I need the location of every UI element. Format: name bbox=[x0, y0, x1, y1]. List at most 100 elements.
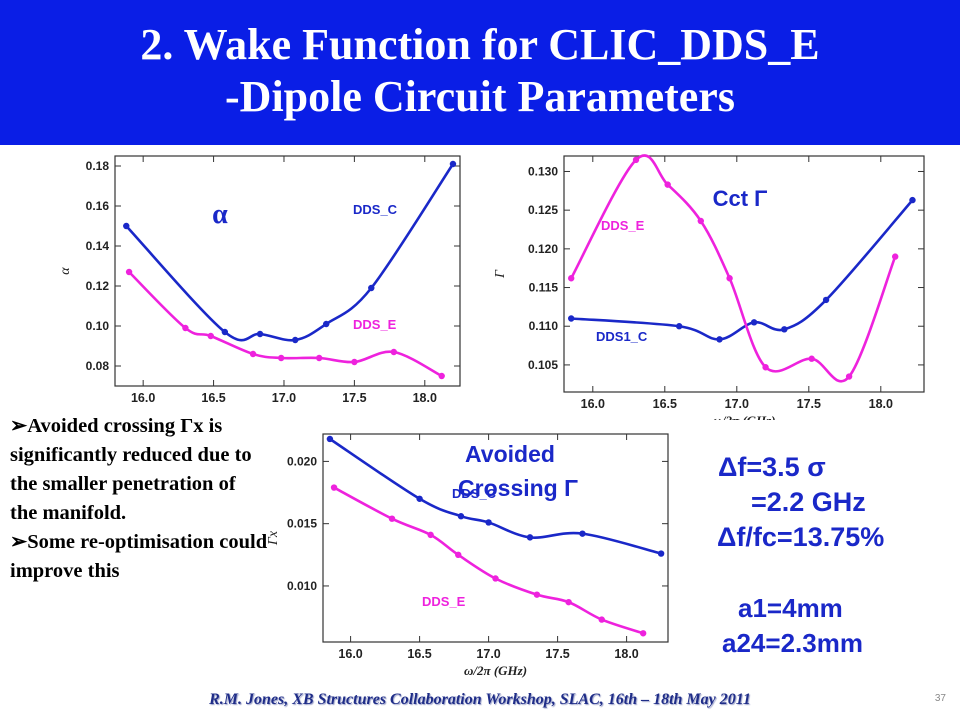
axis-ticks: 16.0 16.5 17.0 17.5 18.0 0.105 0.110 0.115 0.120… bbox=[528, 156, 924, 411]
data-point bbox=[125, 268, 133, 276]
bullet-item: ➢Avoided crossing Γx is significantly re… bbox=[10, 412, 268, 528]
x-tick-label: 17.5 bbox=[797, 397, 821, 411]
a1-label: a1=4mm bbox=[738, 593, 843, 623]
plot-frame bbox=[322, 433, 669, 643]
data-point bbox=[123, 222, 130, 230]
y-axis-label: Γ bbox=[493, 269, 508, 279]
data-point bbox=[676, 323, 683, 330]
plot-frame bbox=[563, 155, 925, 393]
y-tick-label: 0.015 bbox=[287, 517, 317, 531]
data-point bbox=[427, 531, 434, 539]
data-point bbox=[579, 530, 586, 537]
data-point bbox=[207, 332, 214, 340]
x-tick-label: 18.0 bbox=[869, 397, 893, 411]
data-point bbox=[455, 551, 462, 559]
x-tick-label: 16.0 bbox=[338, 647, 362, 661]
data-point bbox=[368, 284, 375, 292]
y-tick-label: 0.020 bbox=[287, 454, 317, 468]
data-point bbox=[657, 550, 665, 557]
series-label: DDS_C bbox=[452, 486, 497, 501]
data-point bbox=[565, 598, 572, 606]
delta-f-over-fc-label: Δf/fc=13.75% bbox=[717, 522, 885, 552]
avoided-crossing-plot: 16.0 16.5 17.0 17.5 18.0 0.010 0.015 0.020 ω/2π … bbox=[265, 428, 675, 690]
x-tick-label: 17.0 bbox=[476, 647, 500, 661]
data-point bbox=[808, 355, 815, 362]
bullet-text: Avoided crossing Γx is significantly red… bbox=[10, 415, 252, 524]
series-label: DDS_E bbox=[353, 317, 397, 332]
x-tick-label: 16.5 bbox=[407, 647, 431, 661]
x-tick-label: 17.0 bbox=[725, 397, 749, 411]
data-point bbox=[781, 326, 788, 333]
y-axis-label: α bbox=[58, 267, 73, 275]
x-tick-label: 16.5 bbox=[653, 397, 677, 411]
avoided-crossing-chart-svg: 16.0 16.5 17.0 17.5 18.0 0.010 0.015 0.020 ω/2π … bbox=[266, 433, 669, 678]
cct-gamma-chart-svg: 16.0 16.5 17.0 17.5 18.0 0.105 0.110 0.115 0.120… bbox=[493, 154, 925, 420]
data-point bbox=[485, 519, 492, 526]
data-point bbox=[277, 354, 285, 362]
axis-ticks: 16.0 16.5 17.0 17.5 18.0 0.010 0.015 0.020 bbox=[287, 434, 668, 661]
plot-frame bbox=[114, 155, 461, 387]
y-tick-label: 0.12 bbox=[86, 279, 110, 293]
footer-citation: R.M. Jones, XB Structures Collaboration … bbox=[209, 691, 751, 708]
series-dds-e: DDS_E bbox=[568, 154, 899, 383]
data-point bbox=[416, 495, 423, 502]
data-point bbox=[526, 534, 534, 541]
y-tick-label: 0.110 bbox=[529, 319, 559, 333]
data-point bbox=[726, 275, 733, 282]
data-point bbox=[568, 315, 575, 322]
arrow-bullet-icon: ➢ bbox=[10, 531, 28, 553]
data-point bbox=[750, 319, 758, 326]
series-dds-c: DDS_C bbox=[123, 160, 457, 344]
x-tick-label: 18.0 bbox=[614, 647, 638, 661]
data-point bbox=[457, 513, 465, 520]
chart-annotation: Cct Γ bbox=[713, 186, 768, 211]
data-point bbox=[762, 364, 769, 371]
data-point bbox=[822, 296, 830, 304]
chart-annotation: α bbox=[212, 199, 228, 230]
slide-subtitle: -Dipole Circuit Parameters bbox=[225, 72, 735, 121]
y-tick-label: 0.130 bbox=[528, 164, 558, 178]
slide-title: 2. Wake Function for CLIC_DDS_E bbox=[140, 20, 820, 69]
data-point bbox=[388, 515, 396, 522]
x-tick-label: 17.5 bbox=[342, 391, 366, 405]
data-point bbox=[438, 372, 445, 380]
bullet-item: ➢Some re-optimisation could improve this bbox=[10, 528, 268, 586]
x-tick-label: 17.5 bbox=[545, 647, 569, 661]
bullet-list: ➢ Avoided crossing Γx is significantly re… bbox=[10, 412, 268, 586]
data-point bbox=[292, 336, 299, 344]
y-tick-label: 0.010 bbox=[287, 579, 317, 593]
y-tick-label: 0.105 bbox=[528, 358, 558, 372]
x-tick-label: 16.5 bbox=[201, 391, 225, 405]
series-dds-e: DDS_E bbox=[125, 268, 445, 380]
x-axis-label: ω/2π (GHz) bbox=[712, 413, 775, 420]
y-tick-label: 0.115 bbox=[529, 281, 559, 295]
y-tick-label: 0.16 bbox=[86, 199, 110, 213]
axis-ticks: 16.0 16.5 17.0 17.5 18.0 0.08 0.10 0.12 0.14 0.16… bbox=[86, 156, 460, 405]
page-number: 37 bbox=[934, 693, 946, 704]
series-dds-c: DDS_C bbox=[326, 435, 665, 557]
x-tick-label: 17.0 bbox=[272, 391, 296, 405]
y-tick-label: 0.08 bbox=[86, 359, 110, 373]
data-point bbox=[351, 358, 358, 366]
bullet-text: Some re-optimisation could improve this bbox=[10, 531, 268, 582]
cct-gamma-plot: 16.0 16.5 17.0 17.5 18.0 0.105 0.110 0.115 0.120… bbox=[488, 148, 928, 420]
chart-annotation: Avoided bbox=[465, 441, 555, 467]
data-point bbox=[221, 328, 229, 336]
alpha-chart-svg: 16.0 16.5 17.0 17.5 18.0 0.08 0.10 0.12 0.14 0.16… bbox=[58, 155, 461, 410]
series-label: DDS1_C bbox=[596, 329, 648, 344]
data-point bbox=[845, 373, 853, 380]
y-tick-label: 0.14 bbox=[86, 239, 110, 253]
delta-f-label: Δf=3.5 σ bbox=[718, 452, 826, 482]
series-dds1-c: DDS1_C bbox=[568, 196, 916, 344]
x-axis-label: ω/2π (GHz) bbox=[256, 407, 319, 410]
data-point bbox=[326, 435, 334, 443]
y-tick-label: 0.120 bbox=[528, 242, 558, 256]
data-point bbox=[697, 217, 704, 225]
data-point bbox=[256, 330, 264, 338]
data-point bbox=[330, 484, 338, 491]
data-point bbox=[568, 275, 575, 282]
data-point bbox=[909, 196, 916, 204]
data-point bbox=[449, 160, 457, 168]
data-point bbox=[390, 348, 398, 356]
data-point bbox=[533, 591, 541, 598]
